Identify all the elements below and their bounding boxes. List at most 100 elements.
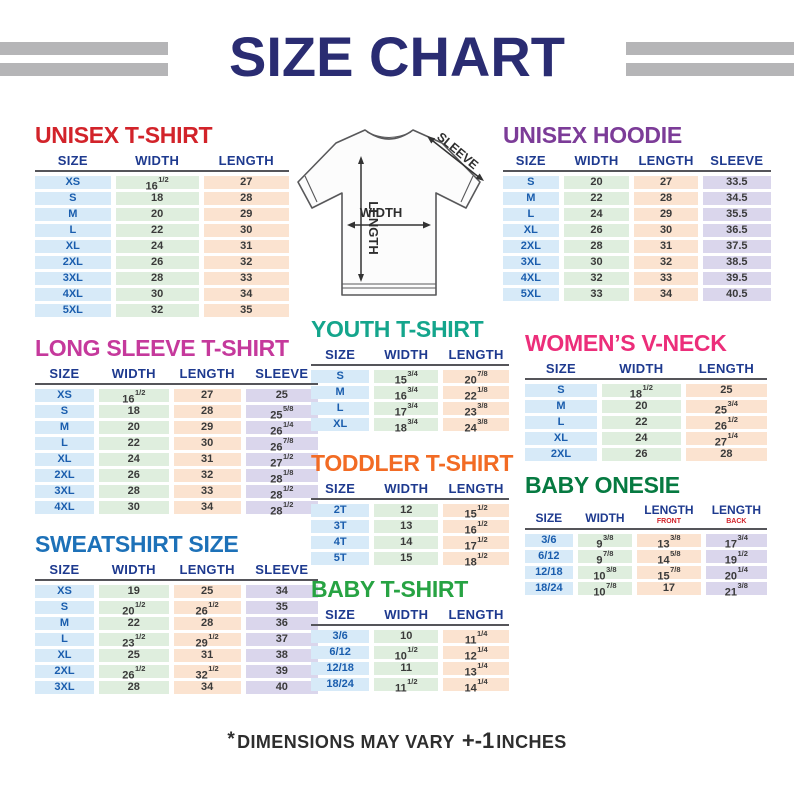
value-cell: 33 [634, 272, 698, 285]
size-cell: 2XL [35, 256, 111, 269]
table-row: 2T 12 151/2 [311, 503, 509, 521]
table-title-long-sleeve-tshirt: LONG SLEEVE T-SHIRT [35, 335, 289, 361]
value-cell: 31 [173, 649, 241, 662]
table-row: XL 24 31 [35, 240, 289, 253]
value-cell: 32 [115, 304, 199, 317]
value-cell: 261/2 [173, 600, 241, 618]
value-cell: 231/2 [98, 632, 169, 650]
disclaimer-units: INCHES [496, 732, 567, 752]
gray-bar [626, 42, 794, 55]
value-cell: 221/8 [443, 385, 509, 403]
table-row: 3/6 93/8 133/8 173/4 [525, 533, 768, 551]
size-cell: 18/24 [311, 678, 370, 691]
table-row: M 22 28 34.5 [503, 192, 771, 205]
value-cell: 12 [374, 504, 439, 517]
table-row: 2XL 28 31 37.5 [503, 240, 771, 253]
length-label: LENGTH [366, 201, 381, 254]
table-row: 3XL 28 33 [35, 272, 289, 285]
gray-bar [626, 63, 794, 76]
header-cell-width: WIDTH [619, 361, 664, 376]
value-cell: 213/8 [705, 581, 768, 599]
tshirt-measurement-diagram: WIDTH LENGTH SLEEVE [297, 129, 484, 296]
table-row: 5XL 32 35 [35, 304, 289, 317]
value-cell: 121/4 [443, 645, 509, 663]
value-cell: 30 [98, 501, 169, 514]
table-row: 2XL 26 32 [35, 256, 289, 269]
value-cell: 29 [634, 208, 698, 221]
size-cell: 3/6 [311, 630, 370, 643]
value-cell: 28 [203, 192, 289, 205]
table-header-row: SIZE WIDTH LENGTH [525, 362, 767, 380]
value-cell: 25 [173, 585, 241, 598]
value-cell: 18 [98, 405, 169, 418]
table-row: 2XL 26 28 [525, 448, 767, 461]
table-row: M 20 253/4 [525, 399, 767, 417]
header-cell-sleeve: SLEEVE [255, 366, 309, 381]
value-cell: 26 [98, 469, 169, 482]
table-header-row: SIZE WIDTH LENGTH [311, 608, 509, 626]
size-cell: 2T [311, 504, 370, 517]
value-cell: 32 [634, 256, 698, 269]
header-cell-length: LENGTH [448, 347, 504, 362]
value-cell: 267/8 [245, 436, 318, 454]
value-cell: 153/4 [374, 369, 439, 387]
size-cell: L [311, 402, 370, 415]
value-cell: 281/8 [245, 468, 318, 486]
size-cell: 3T [311, 520, 370, 533]
disclaimer-note: * DIMENSIONS MAY VARY +-1 INCHES [0, 728, 794, 754]
table-row: 18/24 107/8 17 213/8 [525, 581, 768, 599]
table-title-sweatshirt: SWEATSHIRT SIZE [35, 531, 239, 557]
table-row: XL 26 30 36.5 [503, 224, 771, 237]
value-cell: 28 [98, 485, 169, 498]
value-cell: 28 [173, 617, 241, 630]
value-cell: 24 [563, 208, 630, 221]
table-row: L 22 30 267/8 [35, 436, 318, 454]
value-cell: 93/8 [577, 533, 633, 551]
value-cell: 261/2 [98, 664, 169, 682]
table-row: S 181/2 25 [525, 383, 767, 401]
value-cell: 37.5 [702, 240, 771, 253]
table-title-baby-onesie: BABY ONESIE [525, 472, 680, 498]
value-cell: 37 [245, 633, 318, 646]
table-header-row: SIZE WIDTH LENGTH SLEEVE [35, 563, 318, 581]
value-cell: 107/8 [577, 581, 633, 599]
header-cell-width: WIDTH [111, 366, 156, 381]
size-cell: M [525, 400, 597, 413]
table-unisex-hoodie: UNISEX HOODIE SIZE WIDTH LENGTH SLEEVE S 20 2… [503, 122, 771, 304]
table-row: 3/6 10 111/4 [311, 629, 509, 647]
size-cell: L [35, 224, 111, 237]
table-sweatshirt: SWEATSHIRT SIZE SIZE WIDTH LENGTH SLEEVE XS… [35, 531, 318, 697]
value-cell: 40.5 [702, 288, 771, 301]
size-cell: 6/12 [525, 550, 573, 563]
value-cell: 26 [563, 224, 630, 237]
size-cell: 12/18 [525, 566, 573, 579]
value-cell: 191/2 [705, 549, 768, 567]
value-cell: 28 [115, 272, 199, 285]
value-cell: 181/2 [601, 383, 681, 401]
table-row: 3XL 28 33 281/2 [35, 484, 318, 502]
table-toddler-tshirt: TODDLER T-SHIRT SIZE WIDTH LENGTH 2T 12 151/… [311, 450, 513, 569]
header-cell-length: LENGTH [638, 153, 694, 168]
value-cell: 32 [563, 272, 630, 285]
value-cell: 157/8 [637, 565, 701, 583]
value-cell: 145/8 [637, 549, 701, 567]
header-cell-sleeve: SLEEVE [710, 153, 764, 168]
value-cell: 97/8 [577, 549, 633, 567]
header-cell-size: SIZE [545, 361, 577, 376]
value-cell: 271/2 [245, 452, 318, 470]
table-row: 18/24 111/2 141/4 [311, 677, 509, 695]
table-row: XL 24 31 271/2 [35, 452, 318, 470]
table-row: S 20 27 33.5 [503, 176, 771, 189]
value-cell: 31 [634, 240, 698, 253]
value-cell: 25 [98, 649, 169, 662]
size-cell: XL [35, 453, 94, 466]
value-cell: 10 [374, 630, 439, 643]
size-cell: XS [35, 176, 111, 189]
value-cell: 35 [203, 304, 289, 317]
value-cell: 161/2 [443, 519, 509, 537]
gray-bar [0, 63, 168, 76]
size-cell: L [525, 416, 597, 429]
value-cell: 31 [203, 240, 289, 253]
size-cell: XL [35, 240, 111, 253]
size-cell: S [311, 370, 370, 383]
